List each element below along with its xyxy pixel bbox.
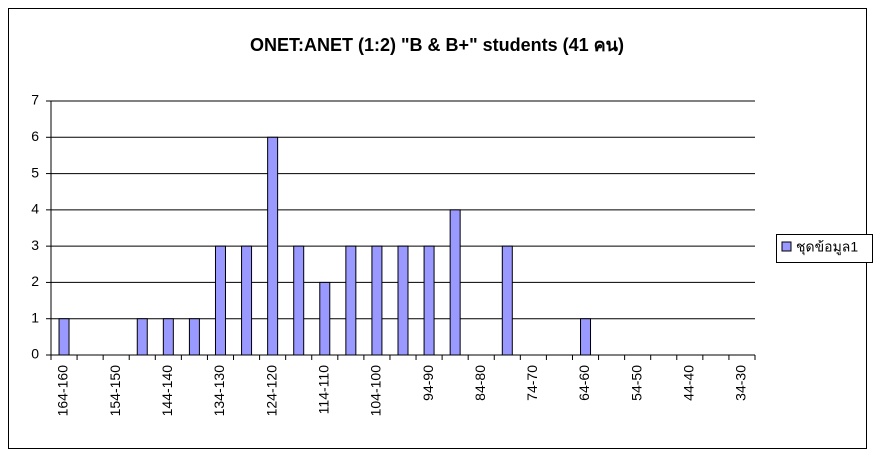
legend-box: [776, 234, 873, 263]
y-tick-label: 6: [31, 128, 39, 144]
bar: [501, 245, 513, 356]
bar: [345, 245, 357, 356]
bar: [58, 318, 70, 356]
legend-swatch: [781, 241, 792, 252]
x-tick-label: 154-150: [107, 365, 123, 417]
bar: [580, 318, 592, 356]
bar: [136, 318, 148, 356]
x-tick-label: 144-140: [159, 365, 175, 417]
x-tick-label: 134-130: [211, 365, 227, 417]
y-tick-label: 3: [31, 237, 39, 253]
bar: [397, 245, 409, 356]
bar: [241, 245, 253, 356]
x-tick-label: 34-30: [733, 365, 749, 401]
y-tick-label: 2: [31, 273, 39, 289]
x-tick-label: 84-80: [472, 365, 488, 401]
chart-border: [8, 8, 867, 449]
bar: [293, 245, 305, 356]
x-tick-label: 54-50: [628, 365, 644, 401]
x-tick-label: 104-100: [368, 365, 384, 417]
y-tick-label: 7: [31, 92, 39, 108]
x-tick-label: 94-90: [420, 365, 436, 401]
x-tick-label: 114-110: [315, 365, 331, 415]
y-tick-label: 5: [31, 164, 39, 180]
bar: [267, 136, 279, 356]
x-tick-label: 44-40: [681, 365, 697, 401]
bar: [162, 318, 174, 356]
bar: [188, 318, 200, 356]
legend-label: ชุดข้อมูล1: [796, 239, 858, 256]
y-tick-label: 1: [31, 309, 39, 325]
bar: [371, 245, 383, 356]
bar: [423, 245, 435, 356]
bar: [449, 209, 461, 356]
chart-title: ONET:ANET (1:2) "B & B+" students (41 คน…: [250, 35, 624, 55]
bar: [319, 281, 331, 356]
x-tick-label: 164-160: [55, 365, 71, 417]
x-tick-label: 64-60: [576, 365, 592, 401]
x-tick-label: 124-120: [263, 365, 279, 417]
bar: [214, 245, 226, 356]
x-tick-label: 74-70: [524, 365, 540, 401]
y-tick-label: 0: [31, 346, 39, 362]
y-tick-label: 4: [31, 201, 39, 217]
